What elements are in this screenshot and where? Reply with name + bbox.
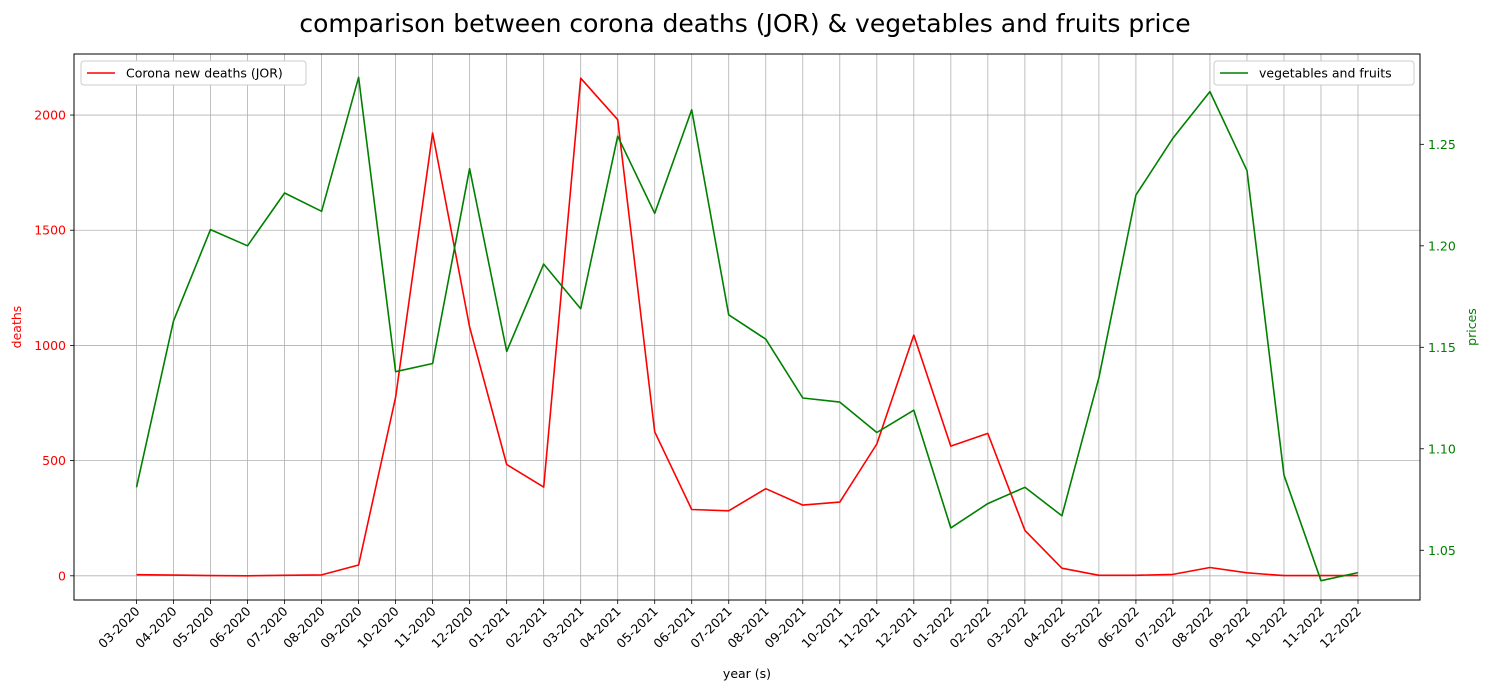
y-right-tick-label: 1.10 — [1428, 441, 1456, 456]
y-left-tick-label: 0 — [58, 568, 66, 583]
legend-left: Corona new deaths (JOR) — [80, 60, 307, 86]
y-right-tick-label: 1.25 — [1428, 137, 1456, 152]
grid — [74, 54, 1420, 600]
y-axis-left: 0 500 1000 1500 2000 — [34, 108, 74, 583]
y-left-tick-label: 500 — [42, 453, 66, 468]
legend-left-label: Corona new deaths (JOR) — [126, 66, 283, 81]
legend-right-box — [1213, 60, 1415, 86]
y-right-tick-label: 1.20 — [1428, 238, 1456, 253]
y-left-tick-label: 1000 — [34, 338, 66, 353]
legend-right-label: vegetables and fruits — [1259, 66, 1392, 81]
x-axis-label: year (s) — [723, 666, 771, 681]
y-left-tick-label: 1500 — [34, 223, 66, 238]
y-axis-right-label: prices — [1464, 308, 1479, 346]
plot-lines — [135, 76, 1359, 582]
x-axis: 03-202004-202005-202006-202007-202008-20… — [95, 600, 1364, 651]
legend-left-box — [80, 60, 307, 86]
legend-right: vegetables and fruits — [1213, 60, 1415, 86]
chart-title: comparison between corona deaths (JOR) &… — [299, 9, 1190, 38]
x-tick-label: 12-2022 — [1317, 604, 1365, 652]
plot-frame — [73, 53, 1421, 601]
y-left-tick-label: 2000 — [34, 108, 66, 123]
y-axis-left-label: deaths — [9, 306, 24, 349]
y-right-tick-label: 1.15 — [1428, 340, 1456, 355]
y-axis-right: 1.05 1.10 1.15 1.20 1.25 — [1420, 137, 1456, 558]
y-right-tick-label: 1.05 — [1428, 543, 1456, 558]
series-line-0 — [136, 77, 1358, 577]
series-line-1 — [135, 76, 1359, 582]
